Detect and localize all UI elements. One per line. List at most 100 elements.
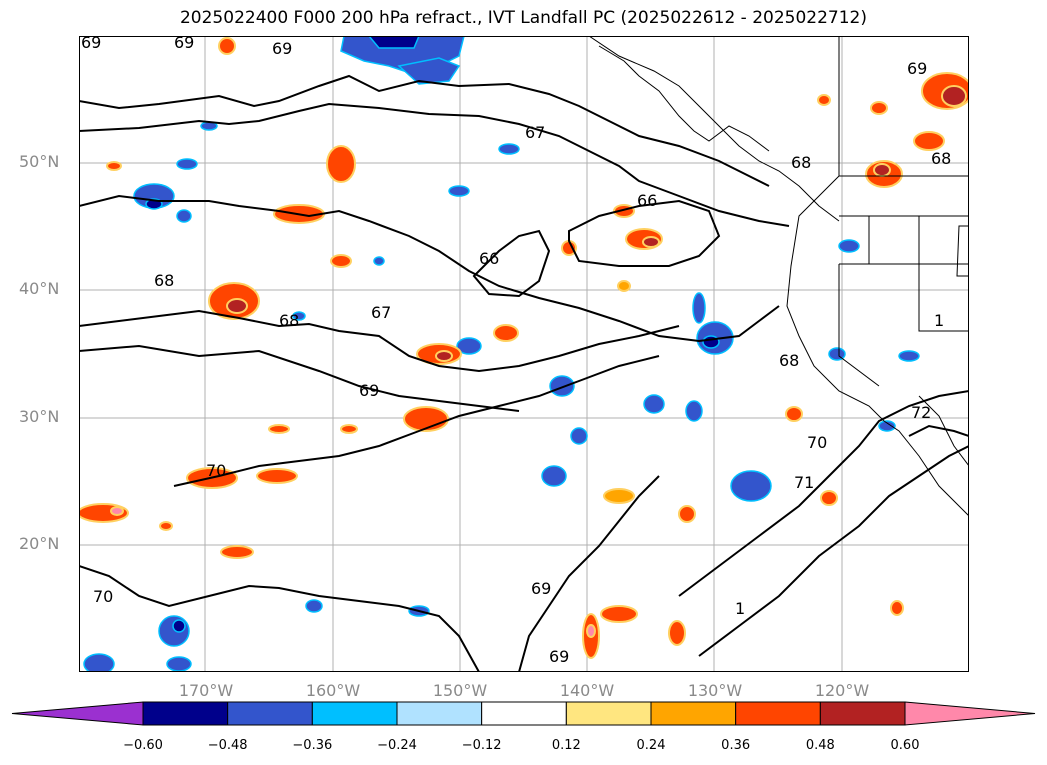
lat-label-20n: 20°N [19,534,60,553]
colorbar-tick-label: 0.12 [551,738,581,753]
blob-r8-core [642,236,660,248]
contour-label: 68 [154,271,174,290]
coast-west-us [786,175,969,517]
contour-label: 71 [794,473,814,492]
colorbar-extend-high [904,701,1036,726]
map-title: 2025022400 F000 200 hPa refract., IVT La… [179,8,867,28]
colorbar-tick-label: −0.12 [461,738,502,753]
contour-label: 68 [279,311,299,330]
positive-anomaly-shading [79,37,969,659]
blob-e4 [878,420,896,432]
contour-69-south [518,475,660,672]
blob-e1 [730,470,772,502]
colorbar-segment [565,701,652,726]
border-state-5 [838,264,880,387]
blob-sw2 [83,653,115,672]
blob-w2 [176,209,192,223]
blob-sw1 [158,615,190,647]
blob-c2 [448,185,470,197]
coast-alaska-bc [588,36,840,222]
contour-label: 68 [779,351,799,370]
contour-label: 69 [272,39,292,58]
colorbar-segment [481,701,567,726]
colorbar-segment [227,701,313,726]
blob-north-core [368,36,420,49]
lat-label-40n: 40°N [19,279,60,298]
blob-e3 [838,239,860,253]
contour-label: 67 [525,123,545,142]
colorbar-segment [650,701,737,726]
contour-label: 69 [81,36,101,52]
coast-inner [598,45,770,152]
contour-label: 72 [911,403,931,422]
blob-c9 [541,465,567,487]
contour-label: 69 [359,381,379,400]
blob-n-r1 [218,37,236,55]
blob-ne1-core [941,85,967,107]
blob-c6 [685,400,703,422]
contour-71 [698,445,969,657]
border-state-4 [918,216,969,332]
map-canvas: 69 69 69 69 67 68 68 66 66 68 67 68 69 6… [79,36,969,672]
refractivity-contours [79,74,969,672]
blob-r24 [340,424,358,434]
blob-r19 [785,406,803,422]
blob-c5 [643,394,665,414]
map-panel: 69 69 69 69 67 68 68 66 66 68 67 68 69 6… [79,36,969,672]
blob-r14 [220,545,254,559]
blob-r26 [890,600,904,616]
blob-r22 [678,505,696,523]
colorbar-tick-label: −0.36 [292,738,333,753]
contour-70-east [678,390,969,597]
lon-label-140w: 140°W [559,681,615,700]
blob-r17-peak [586,624,596,638]
blob-r7 [493,324,519,342]
contour-label: 66 [637,191,657,210]
contour-67 [79,102,790,227]
blob-m1 [292,311,306,321]
lat-label-50n: 50°N [19,152,60,171]
contour-label: 69 [549,647,569,666]
colorbar-tick-label: −0.24 [377,738,417,753]
contour-label: 70 [206,461,226,480]
blob-r25 [268,424,290,434]
contour-label: 1 [735,599,745,618]
colorbar-segment [819,701,906,726]
blob-r4 [330,254,352,268]
contour-68-south [79,309,680,373]
colorbar-extend-low [11,701,144,726]
lon-label-170w: 170°W [178,681,234,700]
blob-r5-core [435,350,453,362]
contour-label: 68 [791,153,811,172]
contour-68 [79,194,780,343]
blob-r23 [617,280,631,292]
contour-label: 68 [931,149,951,168]
lon-label-160w: 160°W [305,681,361,700]
blob-c8 [692,292,706,324]
contour-label: 1 [934,311,944,330]
contour-70-mid [173,355,660,487]
blob-ne4 [870,101,888,115]
blob-c10 [570,427,588,445]
contour-69-north [79,74,770,187]
colorbar-tick-label: 0.48 [805,738,835,753]
lon-label-130w: 130°W [687,681,743,700]
blob-c1 [498,143,520,155]
contour-66-west [472,229,551,298]
contour-label-layer: 69 69 69 69 67 68 68 66 66 68 67 68 69 6… [81,36,951,666]
blob-r27 [106,161,122,171]
colorbar-segment [311,701,398,726]
contour-label: 69 [907,59,927,78]
colorbar-tick-label: −0.48 [207,738,248,753]
colorbar [11,701,1036,726]
contour-label: 70 [807,433,827,452]
blob-w3 [176,158,198,170]
lon-label-120w: 120°W [814,681,870,700]
contour-label: 67 [371,303,391,322]
lat-label-30n: 30°N [19,407,60,426]
colorbar-tick-label: 0.36 [721,738,751,753]
blob-m2 [373,256,385,266]
contour-70-southwest [79,565,480,672]
blob-r15 [159,521,173,531]
contour-66-east [568,199,721,267]
